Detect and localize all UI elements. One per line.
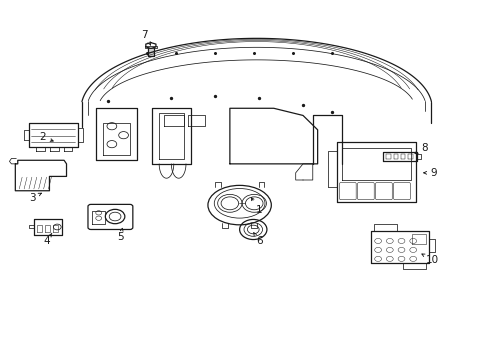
- Text: 4: 4: [43, 233, 52, 246]
- Text: 9: 9: [423, 168, 436, 178]
- Text: 6: 6: [253, 233, 262, 246]
- Text: 7: 7: [141, 30, 150, 45]
- Text: 10: 10: [421, 254, 438, 265]
- Text: 2: 2: [39, 132, 53, 142]
- Text: 1: 1: [251, 198, 262, 216]
- Text: 8: 8: [414, 143, 427, 154]
- Text: 5: 5: [117, 228, 123, 242]
- Text: 3: 3: [29, 193, 41, 203]
